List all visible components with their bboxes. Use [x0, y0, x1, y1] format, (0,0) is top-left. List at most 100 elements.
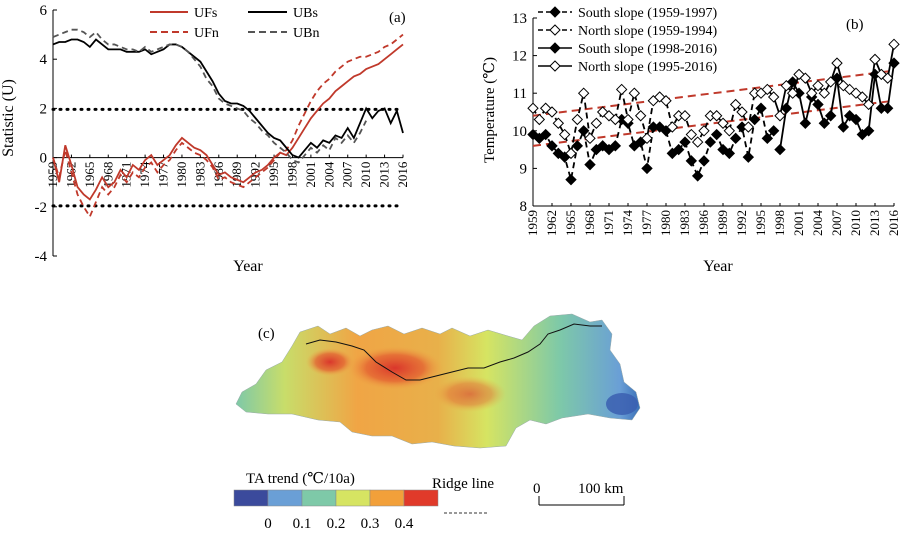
- scale-tick-label: 0.2: [327, 516, 346, 532]
- x-tick-label: 1971: [119, 162, 134, 188]
- panel-b-label: (b): [846, 17, 864, 33]
- data-point: [786, 87, 799, 99]
- x-tick-label: 2001: [303, 162, 318, 188]
- scale-tick-label: 0.3: [361, 516, 380, 532]
- series-line-south-slope-1959-1997-: [532, 105, 775, 180]
- data-point: [862, 98, 875, 111]
- data-point: [742, 151, 755, 163]
- y-tick-label: 10: [512, 124, 527, 140]
- map-hotspot-south: [434, 376, 506, 412]
- x-tick-label: 1968: [582, 210, 597, 236]
- y-tick-label: 13: [512, 11, 527, 27]
- map-color-scale: 0 0.1 0.2 0.3 0.4: [233, 489, 439, 532]
- data-point: [685, 155, 698, 167]
- data-point: [558, 128, 571, 141]
- scale-swatch: [233, 489, 269, 507]
- data-point: [609, 113, 622, 126]
- x-tick-label: 2001: [791, 210, 806, 236]
- data-point: [799, 117, 812, 129]
- panel-b-ylabel: Temperature (℃): [482, 57, 498, 163]
- data-point: [755, 102, 767, 114]
- x-tick-label: 2010: [848, 210, 863, 236]
- map-legend-title: TA trend (℃/10a): [246, 471, 355, 487]
- x-tick-label: 2013: [867, 210, 882, 236]
- x-tick-label: 2013: [377, 162, 392, 188]
- x-tick-label: 1998: [284, 162, 299, 188]
- x-tick-label: 1983: [192, 162, 207, 188]
- data-point: [818, 117, 831, 129]
- data-point: [679, 110, 691, 122]
- data-point: [780, 79, 793, 92]
- panel-a-legend: UFs UBs UFn UBn: [150, 6, 319, 41]
- data-point: [723, 147, 736, 160]
- data-point: [615, 83, 628, 96]
- map-ridge-line: [305, 323, 602, 381]
- data-point: [685, 128, 698, 141]
- data-point: [812, 98, 824, 111]
- data-point: [818, 87, 831, 99]
- data-point: [571, 113, 584, 126]
- y-tick-label: 2: [40, 101, 48, 117]
- x-tick-label: 2010: [358, 162, 373, 188]
- x-tick-label: 2007: [829, 210, 844, 237]
- y-tick-label: 11: [513, 86, 527, 102]
- y-tick-label: 6: [40, 3, 48, 19]
- legend-ufn-label: UFn: [194, 26, 219, 41]
- data-point: [881, 72, 894, 84]
- x-tick-label: 1989: [229, 162, 244, 188]
- scale-tick-label: 0.4: [395, 516, 414, 532]
- panel-a-xlabel: Year: [233, 258, 263, 275]
- series-line-ubn: [52, 28, 367, 164]
- data-point: [888, 38, 900, 51]
- data-point: [736, 106, 748, 118]
- x-tick-label: 1986: [696, 210, 711, 237]
- panel-c-label: (c): [258, 326, 275, 342]
- panel-a-series: [51, 28, 405, 219]
- panel-b-legend: South slope (1959-1997) North slope (1959…: [538, 6, 718, 75]
- legend-label: North slope (1995-2016): [578, 60, 718, 75]
- x-tick-label: 1977: [639, 210, 654, 237]
- data-point: [856, 91, 869, 103]
- map-hotspot-central: [347, 346, 443, 390]
- x-tick-label: 1995: [753, 210, 768, 236]
- map-scale-bar: 0 100 km: [533, 481, 625, 506]
- y-tick-label: 8: [520, 199, 528, 215]
- legend-ubs-label: UBs: [293, 6, 318, 21]
- scale-swatch: [267, 489, 303, 507]
- panel-a-ylabel: Statistic (U): [0, 79, 17, 157]
- data-point: [565, 147, 577, 160]
- data-point: [780, 102, 793, 114]
- series-line-ufs: [52, 43, 404, 201]
- legend-ubn-label: UBn: [293, 26, 319, 41]
- data-point: [869, 53, 881, 66]
- data-point: [812, 79, 824, 92]
- x-tick-label: 1959: [525, 210, 540, 236]
- data-point: [584, 132, 596, 145]
- data-point: [622, 113, 634, 126]
- data-point: [609, 140, 622, 152]
- data-point: [571, 140, 584, 152]
- scale-swatch: [403, 489, 439, 507]
- map-cold-east: [606, 393, 638, 415]
- data-point: [862, 125, 875, 137]
- data-point: [704, 136, 717, 148]
- data-point: [729, 132, 742, 145]
- data-point: [672, 143, 685, 156]
- data-point: [824, 76, 837, 88]
- scale-tick-label: 0.1: [293, 516, 312, 532]
- data-point: [748, 113, 761, 126]
- legend-marker: [549, 42, 561, 54]
- panel-b-xlabel: Year: [703, 258, 733, 275]
- data-point: [527, 102, 539, 114]
- x-tick-label: 1965: [82, 162, 97, 188]
- x-tick-label: 2004: [810, 210, 825, 237]
- scale-tick-label: 0: [264, 516, 272, 532]
- x-tick-label: 1977: [156, 161, 171, 188]
- data-point: [742, 121, 755, 133]
- x-tick-label: 1965: [563, 210, 578, 236]
- data-point: [584, 158, 596, 171]
- data-point: [577, 125, 590, 137]
- y-tick-label: -4: [35, 249, 48, 265]
